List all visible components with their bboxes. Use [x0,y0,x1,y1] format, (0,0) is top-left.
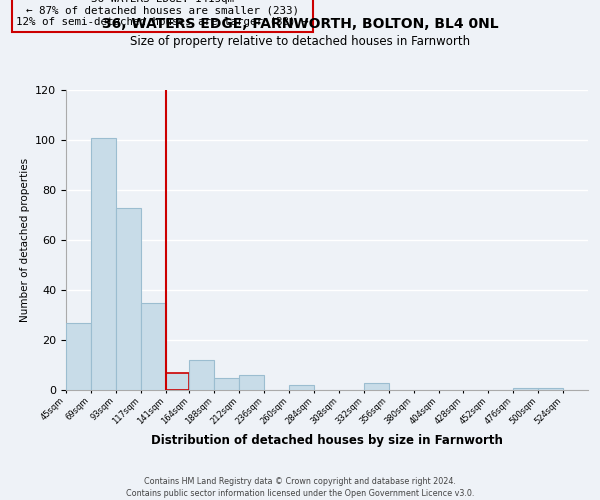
Bar [141,302,166,390]
Text: 36 WATERS EDGE: 141sqm
← 87% of detached houses are smaller (233)
12% of semi-de: 36 WATERS EDGE: 141sqm ← 87% of detached… [16,0,309,27]
Bar [538,388,563,390]
Y-axis label: Number of detached properties: Number of detached properties [20,158,29,322]
Bar [214,378,239,390]
Bar [364,382,389,390]
Bar [513,388,538,390]
Bar [116,208,141,390]
Text: Contains public sector information licensed under the Open Government Licence v3: Contains public sector information licen… [126,489,474,498]
Bar [190,360,214,390]
Text: Size of property relative to detached houses in Farnworth: Size of property relative to detached ho… [130,35,470,48]
Bar [239,375,264,390]
X-axis label: Distribution of detached houses by size in Farnworth: Distribution of detached houses by size … [151,434,503,447]
Text: Contains HM Land Registry data © Crown copyright and database right 2024.: Contains HM Land Registry data © Crown c… [144,478,456,486]
Bar [91,138,116,390]
Bar [66,322,91,390]
Bar [166,372,190,390]
Text: 36, WATERS EDGE, FARNWORTH, BOLTON, BL4 0NL: 36, WATERS EDGE, FARNWORTH, BOLTON, BL4 … [101,18,499,32]
Bar [289,385,314,390]
